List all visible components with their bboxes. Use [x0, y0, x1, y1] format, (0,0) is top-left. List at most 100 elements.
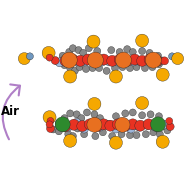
Circle shape	[46, 54, 53, 61]
Circle shape	[168, 53, 176, 60]
Circle shape	[155, 61, 163, 68]
Circle shape	[154, 52, 162, 59]
Circle shape	[139, 112, 146, 119]
Circle shape	[129, 109, 136, 116]
Circle shape	[137, 57, 146, 66]
Circle shape	[84, 119, 95, 130]
Circle shape	[145, 57, 154, 66]
Circle shape	[135, 120, 146, 131]
Circle shape	[47, 117, 54, 125]
Circle shape	[166, 117, 173, 125]
Circle shape	[159, 57, 166, 64]
Circle shape	[87, 117, 102, 132]
Circle shape	[59, 52, 66, 59]
Circle shape	[97, 57, 106, 66]
Circle shape	[61, 125, 68, 132]
Circle shape	[152, 120, 163, 131]
Circle shape	[126, 64, 134, 72]
Circle shape	[126, 132, 134, 139]
Circle shape	[129, 48, 136, 56]
Circle shape	[119, 64, 126, 71]
Circle shape	[96, 122, 105, 131]
Circle shape	[86, 121, 93, 128]
Circle shape	[55, 120, 64, 129]
Circle shape	[81, 57, 90, 66]
Circle shape	[115, 117, 130, 132]
Circle shape	[89, 57, 98, 66]
Circle shape	[75, 46, 82, 54]
Circle shape	[141, 64, 148, 72]
Circle shape	[69, 132, 76, 140]
Circle shape	[156, 68, 169, 81]
Circle shape	[109, 136, 122, 149]
Circle shape	[122, 55, 133, 66]
Circle shape	[42, 46, 55, 59]
Circle shape	[26, 53, 33, 60]
Circle shape	[46, 121, 53, 128]
Circle shape	[81, 131, 88, 138]
Circle shape	[88, 98, 101, 110]
Circle shape	[136, 97, 149, 109]
Circle shape	[143, 120, 152, 129]
Circle shape	[80, 49, 87, 57]
Circle shape	[55, 58, 64, 67]
Circle shape	[68, 54, 78, 65]
Circle shape	[112, 119, 123, 130]
Circle shape	[111, 64, 119, 72]
Circle shape	[82, 65, 90, 73]
Circle shape	[109, 132, 116, 140]
Circle shape	[139, 47, 146, 55]
Circle shape	[76, 64, 83, 71]
Circle shape	[50, 126, 57, 133]
Circle shape	[96, 115, 104, 122]
Circle shape	[129, 57, 138, 66]
Circle shape	[69, 45, 76, 52]
Circle shape	[122, 110, 129, 117]
Circle shape	[87, 35, 100, 48]
Circle shape	[61, 62, 68, 69]
Circle shape	[61, 115, 68, 122]
Circle shape	[111, 124, 120, 133]
Circle shape	[118, 131, 125, 138]
Circle shape	[92, 132, 99, 140]
Circle shape	[89, 64, 96, 72]
Circle shape	[65, 131, 72, 138]
Circle shape	[61, 52, 77, 68]
Circle shape	[129, 54, 140, 65]
Circle shape	[151, 122, 160, 131]
Circle shape	[142, 131, 149, 138]
Circle shape	[108, 46, 115, 54]
Circle shape	[64, 134, 77, 147]
Circle shape	[75, 55, 86, 66]
Circle shape	[115, 52, 131, 68]
Circle shape	[92, 121, 103, 132]
Circle shape	[87, 120, 96, 129]
Circle shape	[55, 119, 62, 126]
Circle shape	[126, 124, 135, 133]
Circle shape	[112, 113, 119, 120]
Circle shape	[146, 49, 153, 57]
Circle shape	[116, 48, 123, 56]
Circle shape	[53, 58, 61, 65]
Circle shape	[151, 117, 165, 132]
Circle shape	[99, 129, 106, 136]
Circle shape	[156, 131, 163, 138]
Circle shape	[64, 57, 73, 66]
Circle shape	[64, 70, 77, 83]
Circle shape	[55, 128, 62, 135]
Circle shape	[18, 53, 30, 65]
Circle shape	[91, 55, 102, 66]
Circle shape	[137, 55, 148, 66]
Circle shape	[105, 120, 116, 131]
Text: Air: Air	[1, 105, 20, 118]
Circle shape	[83, 109, 91, 116]
Circle shape	[121, 57, 130, 66]
Circle shape	[164, 127, 171, 134]
Circle shape	[67, 64, 74, 72]
Circle shape	[113, 57, 122, 66]
Circle shape	[77, 121, 88, 132]
Circle shape	[103, 67, 110, 74]
Circle shape	[47, 125, 54, 132]
Circle shape	[136, 34, 149, 47]
Circle shape	[43, 111, 56, 124]
